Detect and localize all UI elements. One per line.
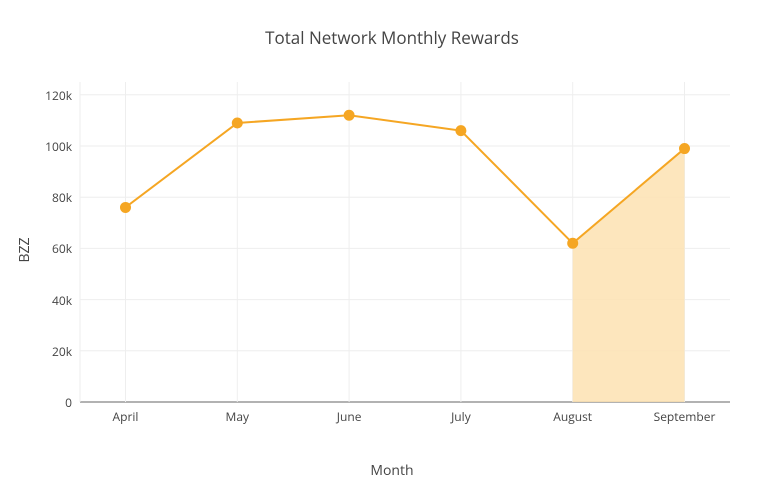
y-tick-label: 0 xyxy=(65,394,72,411)
x-tick-label: July xyxy=(421,408,501,425)
y-tick-label: 20k xyxy=(52,343,72,360)
y-tick-label: 100k xyxy=(45,138,72,155)
rewards-chart: Total Network Monthly Rewards BZZ Month … xyxy=(0,0,784,500)
y-tick-label: 80k xyxy=(52,189,72,206)
x-tick-label: May xyxy=(197,408,277,425)
x-tick-label: April xyxy=(86,408,166,425)
x-tick-label: August xyxy=(533,408,613,425)
x-tick-label: September xyxy=(645,408,725,425)
y-tick-label: 60k xyxy=(52,240,72,257)
y-tick-label: 120k xyxy=(45,87,72,104)
x-tick-label: June xyxy=(309,408,389,425)
y-tick-label: 40k xyxy=(52,292,72,309)
plot-area xyxy=(0,0,784,500)
